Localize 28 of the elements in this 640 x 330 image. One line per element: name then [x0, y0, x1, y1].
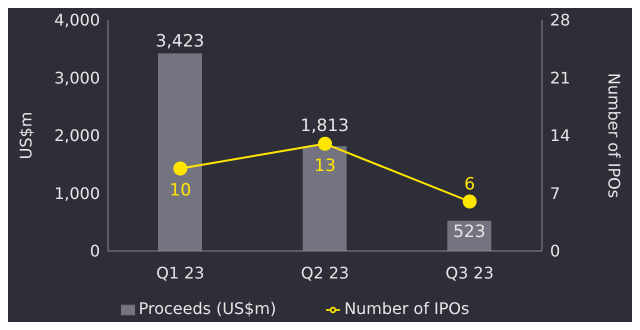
y-axis-title: US$m: [16, 112, 36, 160]
y2-tick-label: 14: [550, 126, 570, 146]
y2-tick-label: 21: [550, 68, 570, 88]
y-tick-label: 0: [90, 242, 100, 261]
y-tick-label: 2,000: [54, 126, 100, 146]
bar: [302, 146, 347, 251]
y-tick-label: 4,000: [54, 10, 100, 30]
y-tick-label: 3,000: [54, 68, 100, 88]
x-tick-label: Q2 23: [300, 263, 350, 282]
data-label: 523: [453, 222, 486, 242]
y-tick-label: 1,000: [54, 184, 100, 203]
point: [318, 136, 332, 151]
y2-tick-label: 0: [550, 242, 560, 261]
point: [173, 162, 188, 176]
point: [462, 194, 477, 208]
y2-tick-label: 28: [550, 10, 570, 30]
x-tick-label: Q3 23: [446, 263, 494, 282]
y2-axis-title: Number of IPOs: [604, 72, 624, 198]
bar: [158, 53, 202, 251]
data-label: 1,813: [300, 116, 350, 136]
y2-tick-label: 7: [550, 184, 560, 203]
x-tick-label: Q1 23: [156, 263, 204, 282]
legend-label: Number of IPOs: [344, 299, 470, 318]
data-label: 13: [314, 156, 336, 176]
data-label: 3,423: [156, 31, 204, 52]
data-label: 10: [170, 180, 192, 200]
data-label: 6: [464, 174, 476, 194]
legend-label: Proceeds (US$m): [138, 299, 276, 318]
